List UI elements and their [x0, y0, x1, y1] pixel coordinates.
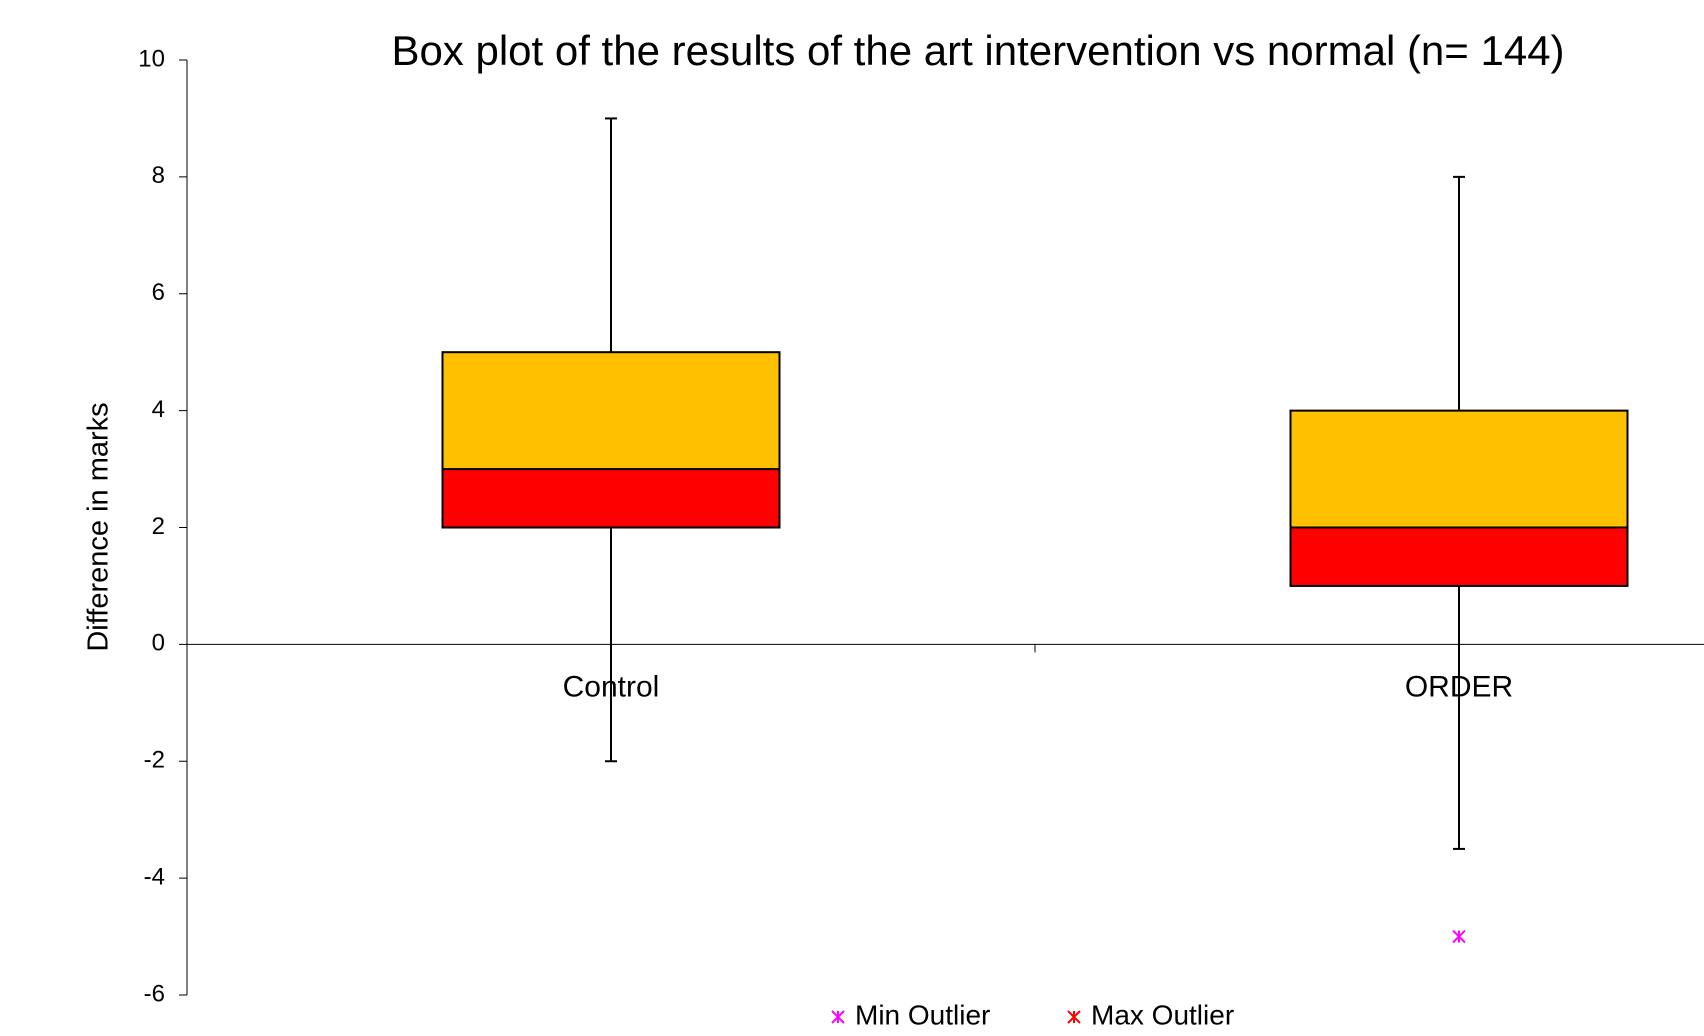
legend-marker: [1067, 1010, 1081, 1024]
x-tick-label: ORDER: [1405, 670, 1513, 703]
y-tick-label: 4: [152, 396, 165, 423]
y-tick-label: 6: [152, 279, 165, 306]
chart-title: Box plot of the results of the art inter…: [391, 27, 1564, 74]
y-tick-label: -4: [144, 863, 165, 890]
y-axis-label: Difference in marks: [83, 402, 115, 651]
upper-box: [441, 351, 781, 471]
y-tick-label: 10: [138, 45, 165, 72]
y-tick-label: -6: [144, 980, 165, 1007]
x-tick-label: Control: [563, 670, 660, 703]
legend-label: Max Outlier: [1091, 999, 1234, 1030]
legend-label: Min Outlier: [855, 999, 990, 1030]
y-tick-label: 0: [152, 630, 165, 657]
y-tick-label: -2: [144, 747, 165, 774]
y-tick-label: 2: [152, 513, 165, 540]
lower-box: [1289, 526, 1629, 587]
lower-box: [441, 468, 781, 529]
upper-box: [1289, 409, 1629, 529]
y-tick-label: 8: [152, 162, 165, 189]
legend-marker: [831, 1010, 845, 1024]
min-outlier: [1452, 929, 1466, 944]
